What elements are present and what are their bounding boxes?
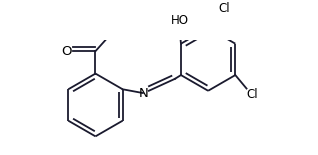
Text: O: O bbox=[61, 45, 72, 58]
Text: N: N bbox=[139, 87, 149, 100]
Text: Cl: Cl bbox=[246, 88, 258, 101]
Text: HO: HO bbox=[170, 14, 189, 27]
Text: Cl: Cl bbox=[219, 2, 231, 15]
